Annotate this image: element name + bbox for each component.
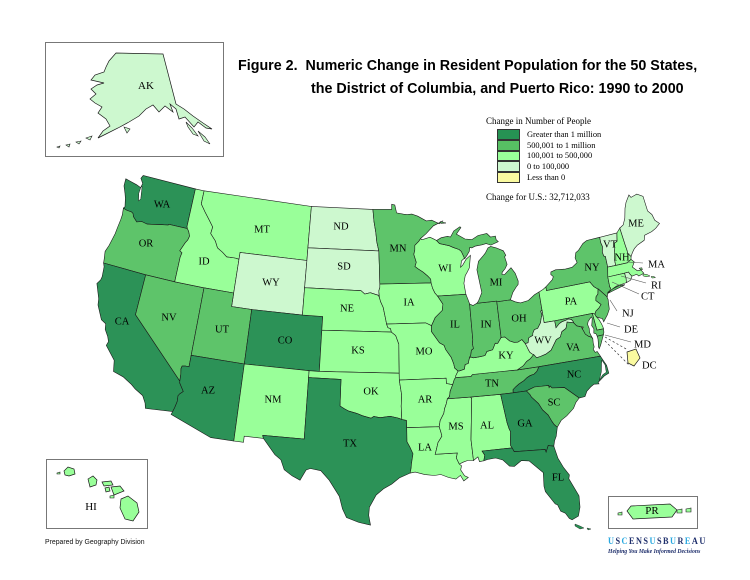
svg-text:MA: MA: [648, 260, 665, 271]
svg-text:MS: MS: [448, 422, 463, 433]
svg-text:NM: NM: [265, 395, 283, 406]
svg-text:DE: DE: [624, 325, 638, 336]
svg-text:PA: PA: [565, 297, 578, 308]
svg-text:NE: NE: [340, 304, 354, 315]
svg-text:VA: VA: [566, 343, 580, 354]
svg-text:AZ: AZ: [201, 386, 215, 397]
svg-text:OK: OK: [363, 387, 379, 398]
svg-text:WY: WY: [262, 278, 280, 289]
svg-text:WV: WV: [534, 336, 552, 347]
svg-text:NY: NY: [584, 263, 600, 274]
svg-text:OR: OR: [139, 239, 154, 250]
svg-text:MI: MI: [490, 278, 503, 289]
svg-text:GA: GA: [517, 419, 533, 430]
svg-text:ID: ID: [198, 257, 209, 268]
svg-text:DC: DC: [642, 361, 657, 372]
svg-text:TX: TX: [343, 439, 357, 450]
svg-text:NC: NC: [567, 370, 582, 381]
svg-text:FL: FL: [552, 473, 564, 484]
svg-text:KS: KS: [351, 346, 365, 357]
svg-text:CA: CA: [115, 317, 130, 328]
svg-text:MT: MT: [254, 225, 270, 236]
svg-text:VT: VT: [603, 240, 618, 251]
svg-text:IN: IN: [480, 320, 491, 331]
svg-text:KY: KY: [498, 351, 514, 362]
svg-text:OH: OH: [511, 314, 527, 325]
svg-text:CO: CO: [278, 336, 293, 347]
svg-text:WI: WI: [438, 264, 452, 275]
svg-text:IL: IL: [450, 320, 460, 331]
svg-text:MN: MN: [390, 244, 407, 255]
svg-text:MD: MD: [634, 340, 651, 351]
svg-text:SC: SC: [548, 398, 561, 409]
svg-text:AR: AR: [418, 395, 433, 406]
svg-text:TN: TN: [485, 379, 499, 390]
svg-text:AK: AK: [138, 80, 154, 92]
svg-text:RI: RI: [651, 281, 662, 292]
svg-text:LA: LA: [418, 443, 432, 454]
svg-text:AL: AL: [480, 421, 494, 432]
svg-text:HI: HI: [85, 501, 97, 513]
svg-text:ND: ND: [333, 222, 349, 233]
svg-text:PR: PR: [645, 505, 659, 517]
svg-text:WA: WA: [154, 200, 171, 211]
svg-text:IA: IA: [403, 298, 414, 309]
svg-text:NH: NH: [614, 253, 630, 264]
svg-text:UT: UT: [215, 325, 230, 336]
svg-text:ME: ME: [628, 219, 644, 230]
svg-text:CT: CT: [641, 292, 655, 303]
svg-text:MO: MO: [416, 347, 433, 358]
svg-text:SD: SD: [337, 262, 351, 273]
svg-text:NJ: NJ: [622, 309, 634, 320]
svg-text:NV: NV: [161, 313, 177, 324]
